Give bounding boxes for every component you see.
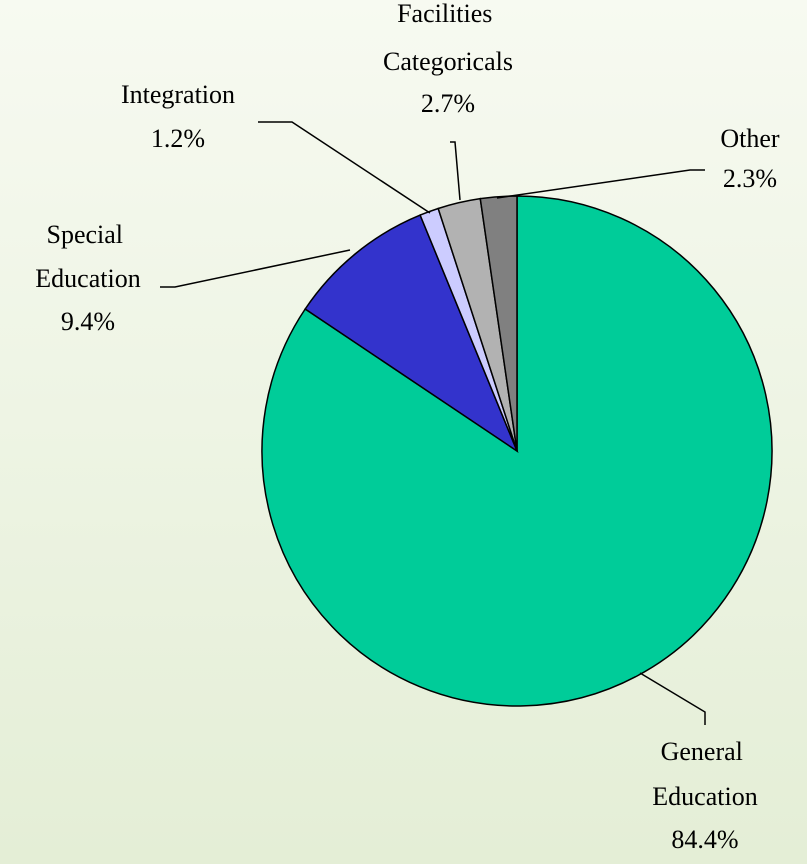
slice-value-label: 84.4% bbox=[671, 825, 738, 854]
leader-line bbox=[450, 141, 461, 201]
slice-label: Special Education bbox=[35, 220, 140, 293]
slice-label: Integration bbox=[121, 80, 235, 109]
leader-line bbox=[639, 672, 706, 725]
slice-value-label: 9.4% bbox=[61, 307, 115, 336]
slice-value-label: 2.3% bbox=[723, 164, 777, 193]
pie-slice bbox=[479, 195, 518, 452]
pie-slice bbox=[304, 214, 519, 453]
slice-label: General Education bbox=[652, 737, 757, 811]
leader-line bbox=[496, 169, 705, 199]
slice-label: Other bbox=[720, 124, 780, 153]
leader-line bbox=[160, 249, 351, 288]
slice-value-label: 1.2% bbox=[151, 124, 205, 153]
slice-label: Facilities Categoricals bbox=[383, 0, 513, 76]
leader-line bbox=[258, 121, 431, 214]
slice-value-label: 2.7% bbox=[421, 89, 475, 118]
